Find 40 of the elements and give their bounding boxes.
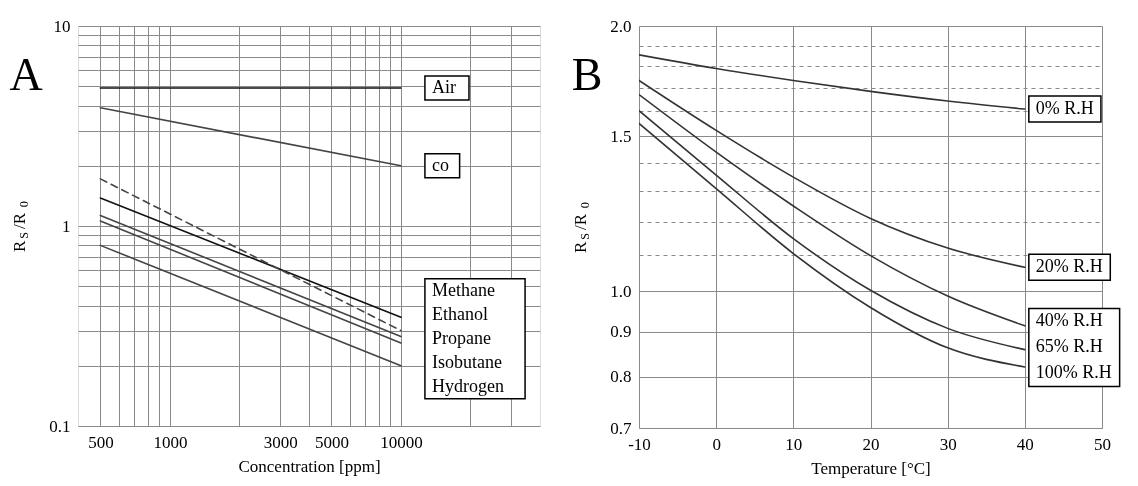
series-label: Ethanol: [431, 303, 488, 324]
line-series: [639, 79, 1026, 269]
y-axis-title: RS/R0: [571, 202, 592, 253]
series-label: 20% R.H: [1035, 256, 1103, 277]
x-tick-label: 40: [1016, 434, 1034, 454]
x-axis-title: Concentration [ppm]: [238, 456, 381, 476]
x-tick-label: 20: [862, 434, 880, 454]
line-series: [639, 54, 1026, 110]
x-tick-label: 30: [939, 434, 957, 454]
series-label: 65% R.H: [1035, 336, 1103, 357]
series-label: co: [431, 154, 449, 175]
line-series: [639, 93, 1026, 327]
y-tick-label: 1.5: [610, 126, 632, 146]
y-tick-label: 0.8: [610, 367, 632, 387]
y-tick-label: 1.0: [610, 281, 632, 301]
y-tick-label: 0.1: [49, 416, 71, 436]
y-tick-label: 10: [53, 16, 71, 36]
y-tick-label: 1: [62, 216, 71, 236]
x-tick-label: 3000: [263, 432, 298, 452]
y-axis-title: RS/R0: [10, 201, 31, 252]
x-axis-title: Temperature [°C]: [811, 458, 931, 478]
series-label: 40% R.H: [1035, 310, 1103, 331]
text: A: [9, 49, 43, 100]
series-label: Propane: [431, 327, 491, 348]
text: B: [571, 49, 603, 100]
series-label: Hydrogen: [431, 375, 504, 396]
y-tick-label: 0.9: [610, 322, 632, 342]
y-tick-label: 2.0: [610, 16, 632, 36]
series-label: Methane: [431, 279, 495, 300]
x-tick-label: 10000: [380, 432, 423, 452]
x-tick-label: 0: [712, 434, 721, 454]
series-label: 0% R.H: [1035, 98, 1094, 119]
x-tick-label: 5000: [314, 432, 349, 452]
series-label: 100% R.H: [1035, 362, 1112, 383]
x-tick-label: 500: [88, 432, 114, 452]
x-tick-label: 50: [1094, 434, 1111, 454]
x-tick-label: 10: [785, 434, 803, 454]
series-label: Air: [431, 76, 456, 97]
series-label: Isobutane: [431, 351, 502, 372]
x-tick-label: 1000: [153, 432, 188, 452]
